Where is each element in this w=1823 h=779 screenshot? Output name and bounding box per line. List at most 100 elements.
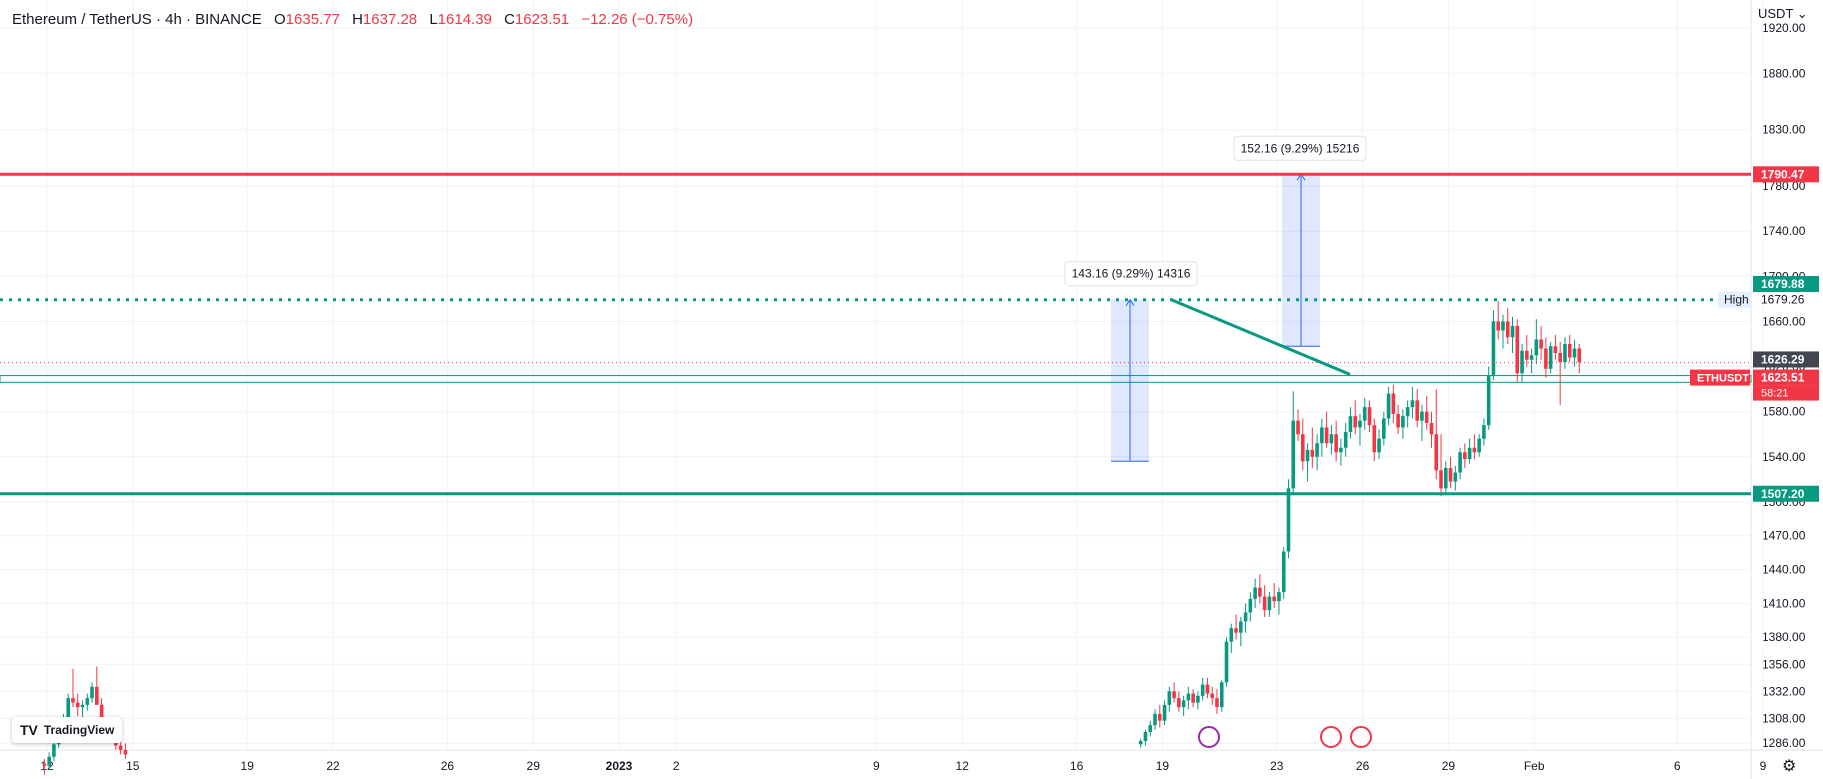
candle-body xyxy=(1320,427,1324,444)
high-price-label: 1679.26 xyxy=(1761,293,1805,307)
time-tick-label: 12 xyxy=(40,759,54,773)
candle-body xyxy=(1520,350,1524,374)
price-tick-label: 1660.00 xyxy=(1762,314,1806,328)
symbol-tag-bg xyxy=(1690,369,1750,386)
candle-body xyxy=(1300,434,1305,462)
candle-body xyxy=(1525,350,1529,360)
candle-body xyxy=(1272,596,1276,602)
last-price-tag: 1623.51 xyxy=(1761,371,1805,385)
price-tick-label: 1740.00 xyxy=(1762,224,1806,238)
candle-body xyxy=(1424,411,1429,423)
candle-body xyxy=(1401,416,1405,428)
candle-body xyxy=(1382,418,1386,439)
chevron-down-icon: ⌄ xyxy=(1793,6,1808,21)
candle-body xyxy=(1572,348,1577,358)
high-value: 1637.28 xyxy=(362,11,418,28)
symbol-title[interactable]: Ethereum / TetherUS · 4h · BINANCE xyxy=(12,11,262,28)
time-tick-label: 29 xyxy=(527,759,541,773)
time-tick-label: 16 xyxy=(1070,759,1084,773)
time-tick-label: 19 xyxy=(241,759,255,773)
tradingview-logo[interactable]: TV TradingView xyxy=(12,717,122,743)
time-tick-label: 9 xyxy=(873,759,880,773)
support-price-tag: 1507.20 xyxy=(1761,487,1805,501)
candle-body xyxy=(1267,596,1272,611)
support-band xyxy=(0,375,1752,383)
time-tick-label: Feb xyxy=(1524,759,1545,773)
candle-body xyxy=(1205,684,1210,694)
low-value: 1614.39 xyxy=(437,11,492,28)
price-tick-label: 1540.00 xyxy=(1762,450,1806,464)
candle-body xyxy=(1396,413,1400,428)
candle-body xyxy=(1501,321,1505,331)
candle-body xyxy=(1219,682,1224,708)
candle-body xyxy=(1281,551,1286,593)
candle-body xyxy=(1367,407,1372,426)
candle-body xyxy=(1329,434,1334,444)
candle-body xyxy=(1377,438,1381,453)
time-tick-label: 9 xyxy=(1760,759,1767,773)
candle-body xyxy=(1448,468,1453,482)
candle-body xyxy=(1443,468,1448,489)
support-price-tag-bg xyxy=(1753,485,1819,502)
countdown-bg xyxy=(1753,385,1819,401)
close-label: C xyxy=(504,11,515,28)
candle-body xyxy=(71,698,75,703)
candle-body xyxy=(1343,431,1348,448)
candle-body xyxy=(1529,355,1534,360)
candle-body xyxy=(123,750,128,755)
candle-body xyxy=(1458,452,1462,473)
candle-body xyxy=(95,686,99,705)
time-tick-label: 26 xyxy=(1356,759,1370,773)
candle-body xyxy=(90,686,94,699)
candle-body xyxy=(1434,434,1439,471)
candle-body xyxy=(1534,339,1539,356)
candle-body xyxy=(47,756,51,766)
green-price-tag: 1679.88 xyxy=(1761,277,1805,291)
candle-body xyxy=(1420,411,1424,421)
candle-body xyxy=(1372,425,1377,453)
last-price-tag-bg xyxy=(1753,369,1819,386)
time-tick-label: 26 xyxy=(441,759,455,773)
candle-body xyxy=(1348,416,1353,432)
candle-body xyxy=(1305,450,1310,462)
measure-label: 143.16 (9.29%) 14316 xyxy=(1072,267,1191,281)
candle-body xyxy=(1167,691,1172,705)
candle-body xyxy=(1177,698,1181,708)
candle-body xyxy=(1334,434,1338,453)
high-tag-label: High xyxy=(1724,293,1749,307)
price-tick-label: 1880.00 xyxy=(1762,66,1806,80)
time-tick-label: 22 xyxy=(326,759,340,773)
candle-body xyxy=(1577,348,1582,363)
price-tick-label: 1920.00 xyxy=(1762,21,1806,35)
candle-body xyxy=(99,704,104,723)
candle-body xyxy=(52,744,56,757)
candle-body xyxy=(1148,725,1153,732)
candle-body xyxy=(1215,698,1219,708)
candle-body xyxy=(1429,422,1434,435)
price-tick-label: 1332.00 xyxy=(1762,684,1806,698)
logo-text: TradingView xyxy=(43,723,115,737)
candle-body xyxy=(1296,420,1300,435)
candle-body xyxy=(80,704,85,708)
candle-body xyxy=(1467,447,1472,460)
time-tick-label: 29 xyxy=(1442,759,1456,773)
candle-body xyxy=(66,698,71,719)
candle-body xyxy=(1286,488,1291,552)
time-tick-label: 2 xyxy=(673,759,680,773)
symbol-legend: Ethereum / TetherUS · 4h · BINANCE O1635… xyxy=(12,11,693,28)
currency-selector[interactable]: USDT ⌄ xyxy=(1758,6,1808,22)
candle-body xyxy=(1239,621,1243,633)
candle-body xyxy=(1234,628,1238,633)
mark-price-tag: 1626.29 xyxy=(1761,352,1805,366)
time-tick-label: 6 xyxy=(1674,759,1681,773)
candle-body xyxy=(1181,700,1186,708)
change-value: −12.26 (−0.75%) xyxy=(581,11,694,28)
candle-body xyxy=(1172,691,1176,699)
gear-icon[interactable]: ⚙ xyxy=(1782,758,1797,775)
candle-body xyxy=(1544,348,1548,369)
high-tag-bg xyxy=(1718,291,1751,308)
candle-body xyxy=(1472,447,1477,453)
candle-body xyxy=(1243,612,1248,622)
